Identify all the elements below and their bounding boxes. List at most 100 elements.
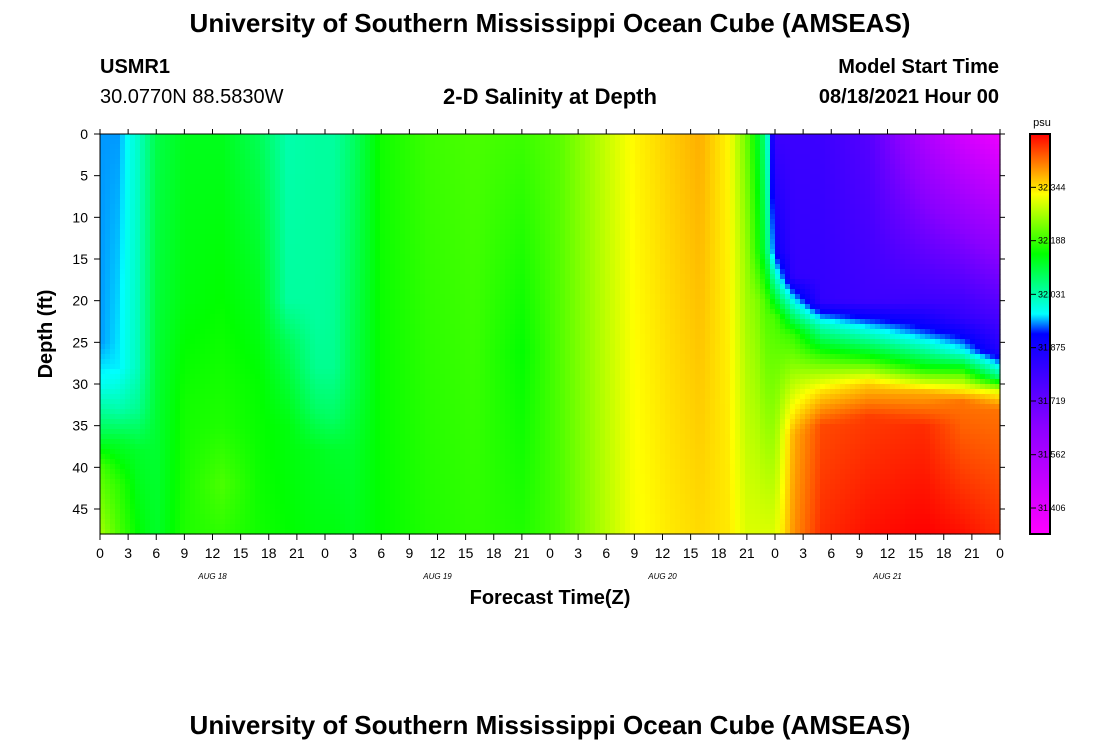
heatmap-cell [390,279,396,285]
heatmap-cell [360,384,366,390]
heatmap-cell [270,169,276,175]
heatmap-cell [375,374,381,380]
heatmap-cell [260,439,266,445]
heatmap-cell [375,349,381,355]
heatmap-cell [370,464,376,470]
heatmap-cell [195,389,201,395]
heatmap-cell [250,334,256,340]
heatmap-cell [300,519,306,525]
heatmap-cell [115,324,121,330]
heatmap-cell [275,444,281,450]
heatmap-cell [205,429,211,435]
heatmap-cell [305,139,311,145]
heatmap-cell [120,359,126,365]
heatmap-cell [380,299,386,305]
heatmap-cell [205,284,211,290]
heatmap-cell [320,159,326,165]
heatmap-cell [340,199,346,205]
heatmap-cell [235,139,241,145]
heatmap-cell [380,454,386,460]
heatmap-cell [165,194,171,200]
heatmap-cell [335,299,341,305]
heatmap-cell [255,189,261,195]
heatmap-cell [155,219,161,225]
heatmap-cell [205,294,211,300]
heatmap-cell [265,144,271,150]
heatmap-cell [395,389,401,395]
heatmap-cell [375,519,381,525]
heatmap-cell [220,454,226,460]
heatmap-cell [375,379,381,385]
heatmap-cell [150,229,156,235]
heatmap-cell [170,369,176,375]
heatmap-cell [125,329,131,335]
heatmap-cell [100,229,106,235]
heatmap-cell [110,289,116,295]
heatmap-cell [210,414,216,420]
heatmap-cell [130,314,136,320]
heatmap-cell [295,529,301,535]
heatmap-cell [170,294,176,300]
heatmap-cell [365,444,371,450]
heatmap-cell [335,354,341,360]
heatmap-cell [310,154,316,160]
heatmap-cell [175,264,181,270]
heatmap-cell [405,284,411,290]
heatmap-cell [245,249,251,255]
heatmap-cell [330,179,336,185]
heatmap-cell [260,234,266,240]
heatmap-cell [275,489,281,495]
heatmap-cell [230,214,236,220]
heatmap-cell [115,144,121,150]
heatmap-cell [235,314,241,320]
heatmap-cell [155,279,161,285]
heatmap-cell [225,134,231,140]
heatmap-cell [195,394,201,400]
heatmap-cell [240,289,246,295]
heatmap-cell [245,509,251,515]
heatmap-cell [395,189,401,195]
heatmap-cell [255,229,261,235]
heatmap-cell [205,394,211,400]
heatmap-cell [255,149,261,155]
heatmap-cell [410,269,416,275]
heatmap-cell [300,269,306,275]
heatmap-cell [380,339,386,345]
heatmap-cell [350,459,356,465]
heatmap-cell [175,274,181,280]
heatmap-cell [180,339,186,345]
heatmap-cell [215,399,221,405]
heatmap-cell [275,189,281,195]
heatmap-cell [120,179,126,185]
heatmap-cell [260,159,266,165]
heatmap-cell [240,354,246,360]
heatmap-cell [165,444,171,450]
heatmap-cell [330,319,336,325]
heatmap-cell [110,449,116,455]
heatmap-cell [330,489,336,495]
heatmap-cell [105,189,111,195]
heatmap-cell [330,249,336,255]
heatmap-cell [310,399,316,405]
heatmap-cell [350,189,356,195]
heatmap-cell [405,219,411,225]
heatmap-cell [340,209,346,215]
heatmap-cell [330,339,336,345]
heatmap-cell [125,424,131,430]
heatmap-cell [180,334,186,340]
heatmap-cell [375,464,381,470]
heatmap-cell [255,224,261,230]
heatmap-cell [355,224,361,230]
heatmap-cell [245,149,251,155]
heatmap-cell [155,269,161,275]
heatmap-cell [245,529,251,535]
heatmap-cell [110,264,116,270]
heatmap-cell [245,164,251,170]
heatmap-cell [270,204,276,210]
heatmap-cell [210,254,216,260]
heatmap-cell [365,494,371,500]
heatmap-cell [285,319,291,325]
heatmap-cell [300,409,306,415]
heatmap-cell [315,429,321,435]
heatmap-cell [315,254,321,260]
